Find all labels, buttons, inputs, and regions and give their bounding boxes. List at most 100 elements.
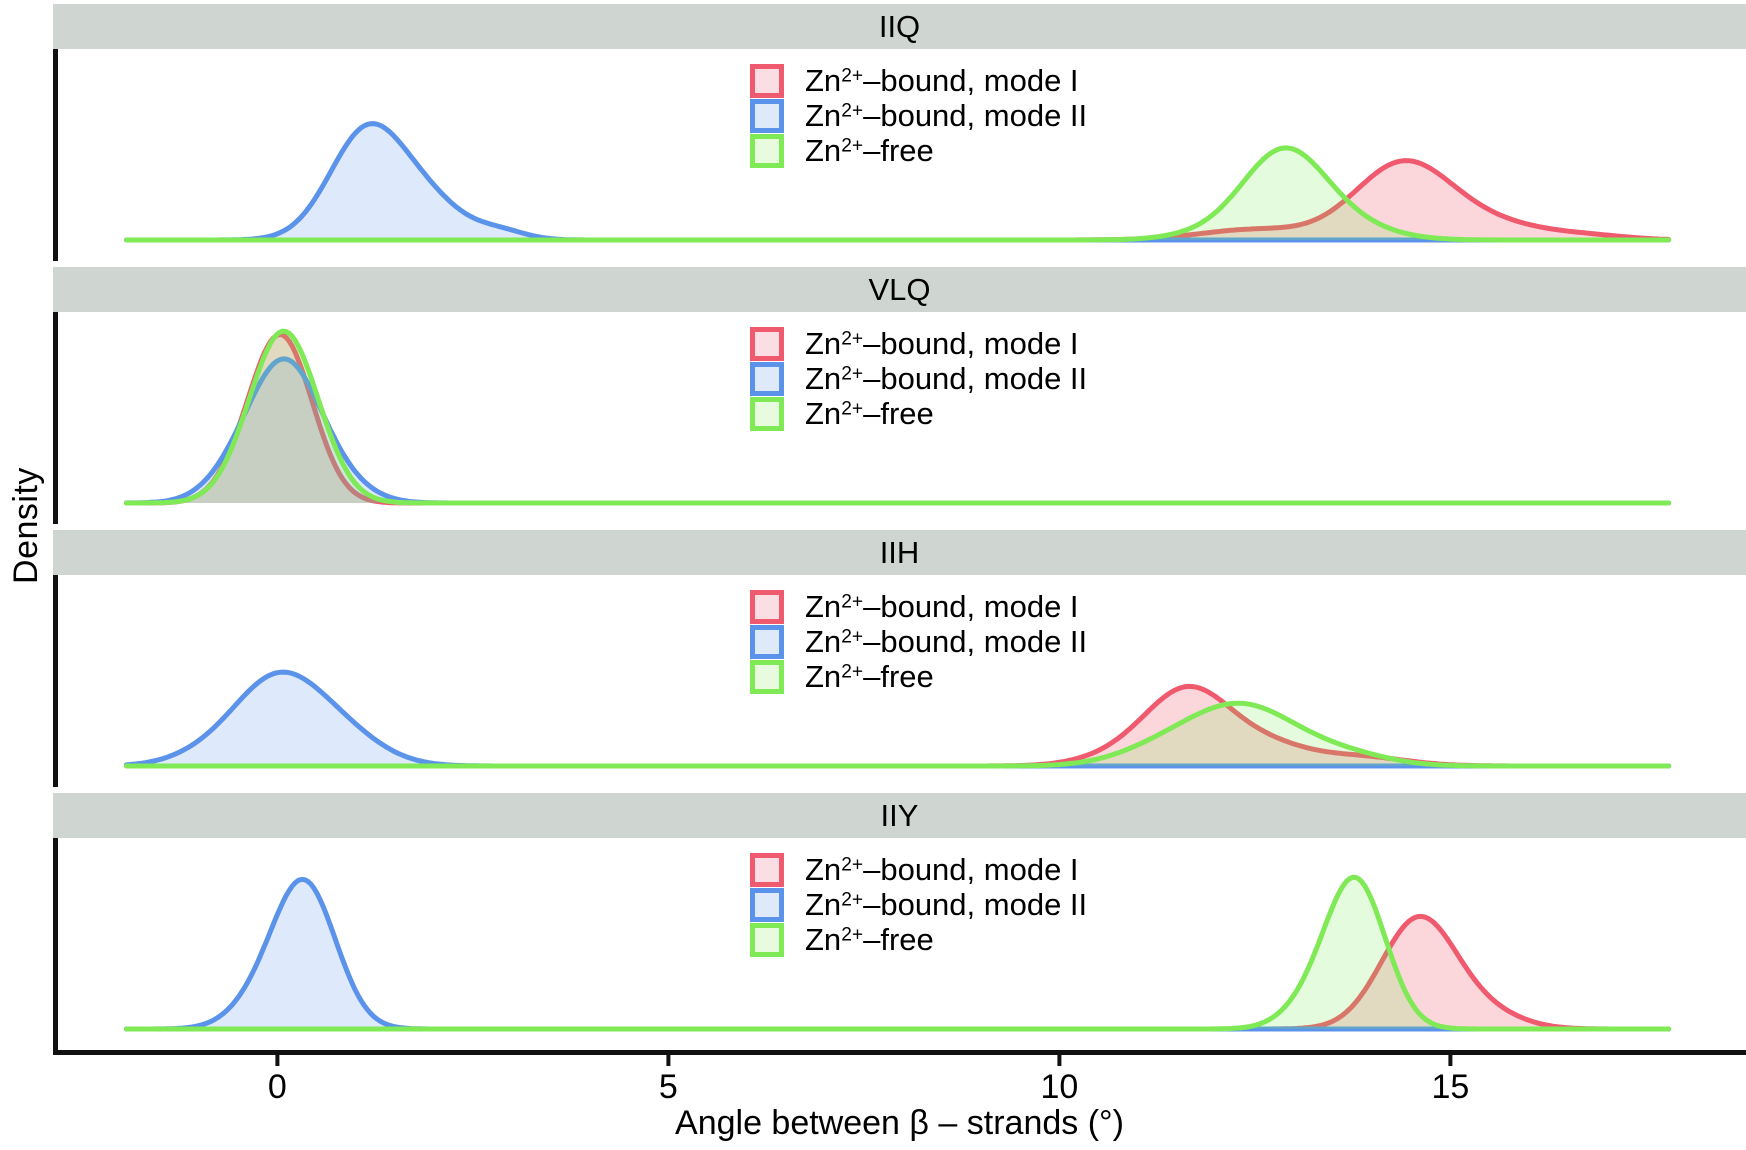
density-area-free [126,331,1670,503]
legend-label-superscript: 2+ [841,888,864,910]
legend-label-rest: –bound, mode II [863,97,1088,133]
legend-entry: Zn2+–bound, mode II [750,887,1087,922]
facet-strip-label: IIQ [878,8,921,44]
legend-label-rest: –bound, mode I [863,325,1079,361]
facet-panel: Zn2+–bound, mode I Zn2+–bound, mode II Z… [53,838,1746,1050]
legend-label-superscript: 2+ [841,362,864,384]
legend: Zn2+–bound, mode I Zn2+–bound, mode II Z… [750,63,1087,168]
legend-label-rest: –free [863,395,934,431]
legend-label-zn: Zn [805,132,842,168]
legend-entry-label: Zn2+–bound, mode I [805,852,1079,888]
x-axis [53,1050,1746,1066]
legend-label-superscript: 2+ [841,64,864,86]
legend-entry: Zn2+–free [750,659,1087,694]
legend-label-zn: Zn [805,623,842,659]
legend-label-superscript: 2+ [841,625,864,647]
legend-label-zn: Zn [805,658,842,694]
legend-label-superscript: 2+ [841,327,864,349]
x-axis-line [53,1050,1746,1055]
legend-entry-label: Zn2+–free [805,133,934,169]
legend: Zn2+–bound, mode I Zn2+–bound, mode II Z… [750,852,1087,957]
density-area-mode1 [126,686,1670,766]
facet-strip-label: IIY [880,797,919,833]
legend-label-zn: Zn [805,886,842,922]
legend-entry-label: Zn2+–free [805,396,934,432]
density-curves [53,575,1672,787]
legend-key-swatch [750,133,784,168]
x-axis-tick-label: 10 [1040,1068,1079,1106]
legend-label-rest: –bound, mode II [863,886,1088,922]
facet: IIH Zn2+–bound, mode I Zn2+–bound, mode … [53,530,1746,787]
facet-panel: Zn2+–bound, mode I Zn2+–bound, mode II Z… [53,312,1746,524]
legend-entry: Zn2+–bound, mode II [750,624,1087,659]
y-axis-line [53,575,58,787]
legend-label-superscript: 2+ [841,660,864,682]
legend-label-rest: –bound, mode II [863,360,1088,396]
density-area-free [126,147,1670,240]
legend-entry: Zn2+–bound, mode I [750,326,1087,361]
legend-label-zn: Zn [805,97,842,133]
legend-entry: Zn2+–free [750,396,1087,431]
density-area-mode2 [126,358,1670,503]
legend-entry-label: Zn2+–bound, mode I [805,589,1079,625]
legend-label-superscript: 2+ [841,923,864,945]
legend-key-swatch [750,589,784,624]
density-area-mode1 [126,916,1670,1029]
y-axis-line [53,312,58,524]
density-curve-free [124,874,1672,1032]
legend-label-superscript: 2+ [841,134,864,156]
density-area-mode1 [126,160,1670,240]
facet-strip-label: VLQ [868,271,931,307]
legend-entry: Zn2+–bound, mode I [750,63,1087,98]
legend: Zn2+–bound, mode I Zn2+–bound, mode II Z… [750,589,1087,694]
legend-label-superscript: 2+ [841,590,864,612]
density-area-mode2 [126,672,1670,766]
legend-entry-label: Zn2+–bound, mode II [805,887,1087,923]
facet-column: IIQ Zn2+–bound, mode I Zn2+–bound, mode … [53,4,1746,1050]
legend-label-rest: –free [863,658,934,694]
legend: Zn2+–bound, mode I Zn2+–bound, mode II Z… [750,326,1087,431]
density-curve-free [124,700,1672,769]
density-curve-free [124,328,1672,506]
density-area-mode2 [126,879,1670,1029]
legend-entry: Zn2+–bound, mode II [750,98,1087,133]
legend-label-rest: –bound, mode I [863,588,1079,624]
legend-key-swatch [750,326,784,361]
density-area-mode1 [126,334,1670,503]
x-axis-tick [1057,1055,1062,1066]
x-axis-tick-labels: 0 5 10 15 [0,1068,1746,1108]
legend-entry-label: Zn2+–free [805,922,934,958]
legend-entry: Zn2+–free [750,922,1087,957]
legend-entry-label: Zn2+–free [805,659,934,695]
legend-entry-label: Zn2+–bound, mode II [805,361,1087,397]
x-axis-tick-label: 15 [1431,1068,1470,1106]
legend-key-swatch [750,659,784,694]
legend-entry: Zn2+–bound, mode I [750,852,1087,887]
density-curves [53,838,1672,1050]
legend-entry-label: Zn2+–bound, mode II [805,98,1087,134]
x-axis-tick [666,1055,671,1066]
legend-label-zn: Zn [805,395,842,431]
density-curves [53,312,1672,524]
legend-label-zn: Zn [805,360,842,396]
facet: VLQ Zn2+–bound, mode I Zn2+–bound, mode … [53,267,1746,524]
density-curves [53,49,1672,261]
legend-label-rest: –free [863,921,934,957]
x-axis-title: Angle between β – strands (°) [675,1104,1124,1142]
legend-label-rest: –bound, mode II [863,623,1088,659]
legend-label-zn: Zn [805,921,842,957]
facet-strip: IIQ [53,4,1746,49]
facet: IIY Zn2+–bound, mode I Zn2+–bound, mode … [53,793,1746,1050]
legend-label-zn: Zn [805,851,842,887]
facet-strip-label: IIH [879,534,920,570]
legend-entry: Zn2+–bound, mode I [750,589,1087,624]
legend-key-swatch [750,852,784,887]
facet-strip: IIH [53,530,1746,575]
y-axis-line [53,838,58,1050]
legend-entry-label: Zn2+–bound, mode I [805,326,1079,362]
legend-key-swatch [750,624,784,659]
facet: IIQ Zn2+–bound, mode I Zn2+–bound, mode … [53,4,1746,261]
y-axis-title: Density [7,466,45,584]
density-area-free [126,877,1670,1029]
